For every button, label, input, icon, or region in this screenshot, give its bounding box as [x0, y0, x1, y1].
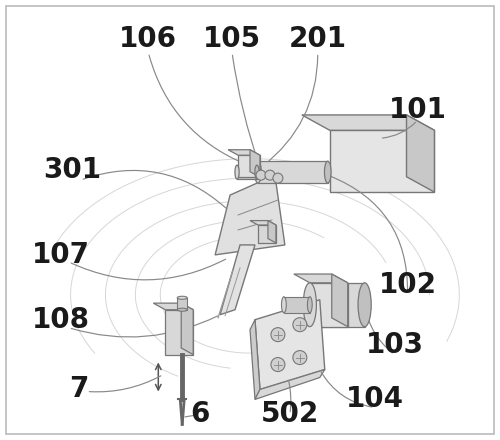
Polygon shape: [255, 300, 325, 389]
Circle shape: [293, 318, 307, 332]
Polygon shape: [220, 245, 255, 315]
Ellipse shape: [324, 161, 331, 183]
Text: 104: 104: [346, 385, 404, 414]
Text: 108: 108: [32, 306, 90, 334]
Polygon shape: [302, 115, 434, 130]
Circle shape: [271, 358, 285, 371]
Circle shape: [271, 328, 285, 341]
Ellipse shape: [235, 165, 239, 179]
Text: 6: 6: [190, 400, 210, 429]
Polygon shape: [258, 225, 276, 243]
Polygon shape: [294, 274, 348, 283]
Ellipse shape: [254, 161, 262, 183]
Text: 105: 105: [203, 25, 261, 52]
Ellipse shape: [282, 297, 286, 313]
Ellipse shape: [177, 296, 187, 299]
Ellipse shape: [308, 297, 312, 313]
Polygon shape: [237, 165, 257, 179]
Text: 7: 7: [69, 375, 88, 403]
Polygon shape: [258, 161, 328, 183]
Polygon shape: [154, 303, 193, 310]
Polygon shape: [330, 130, 434, 192]
Text: 201: 201: [289, 25, 347, 52]
Text: 502: 502: [260, 400, 319, 429]
Polygon shape: [284, 297, 310, 313]
Polygon shape: [177, 298, 187, 310]
Polygon shape: [268, 220, 276, 243]
Polygon shape: [406, 115, 434, 192]
Circle shape: [293, 351, 307, 365]
Text: 106: 106: [120, 25, 178, 52]
Circle shape: [265, 170, 275, 180]
Polygon shape: [250, 320, 260, 400]
Ellipse shape: [303, 283, 316, 326]
Text: 301: 301: [44, 156, 102, 184]
Ellipse shape: [255, 165, 259, 179]
Polygon shape: [238, 155, 260, 177]
Polygon shape: [310, 283, 364, 326]
Polygon shape: [181, 303, 193, 355]
Text: 102: 102: [378, 271, 436, 299]
Polygon shape: [228, 150, 260, 155]
Text: 103: 103: [366, 330, 424, 359]
Ellipse shape: [358, 283, 371, 326]
Polygon shape: [250, 220, 276, 225]
Circle shape: [256, 170, 266, 180]
Circle shape: [273, 173, 283, 183]
Polygon shape: [215, 175, 285, 255]
Polygon shape: [332, 274, 347, 326]
Polygon shape: [310, 283, 348, 326]
Ellipse shape: [177, 308, 187, 311]
Text: 101: 101: [388, 96, 446, 125]
Polygon shape: [255, 370, 325, 400]
Polygon shape: [250, 150, 260, 177]
Text: 107: 107: [32, 241, 90, 269]
Polygon shape: [166, 310, 193, 355]
